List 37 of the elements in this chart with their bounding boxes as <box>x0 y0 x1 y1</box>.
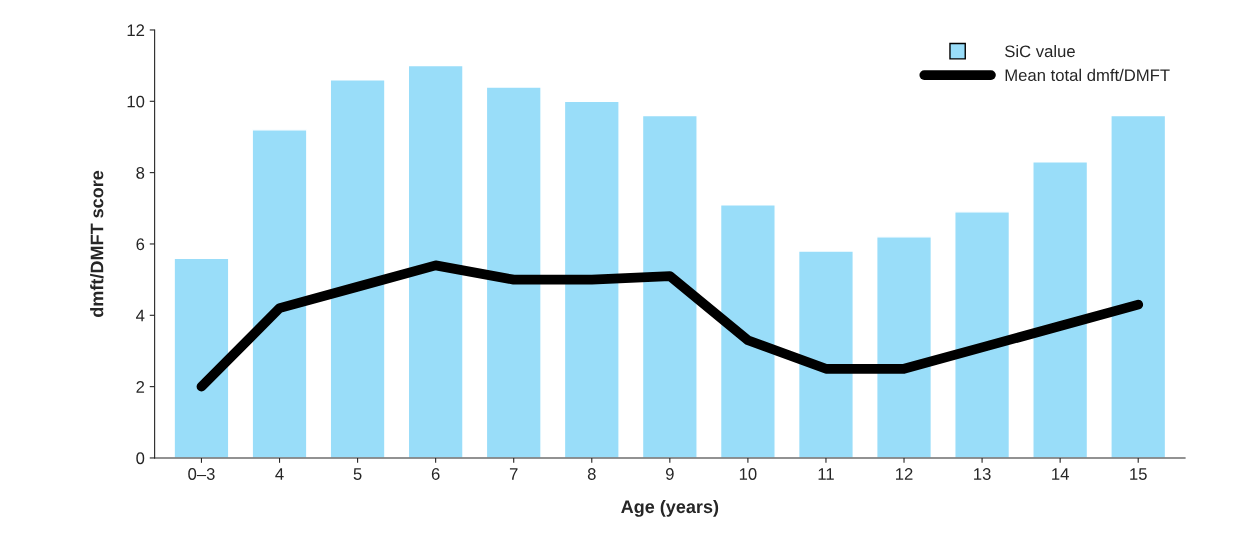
x-tick-label: 0–3 <box>188 468 215 480</box>
bar <box>719 204 776 458</box>
bar <box>954 211 1011 458</box>
x-tick-label: 6 <box>431 468 440 480</box>
bar <box>1110 114 1167 458</box>
bar <box>251 129 308 458</box>
bar <box>876 236 933 458</box>
y-tick-label: 6 <box>136 238 145 251</box>
bar <box>563 100 620 458</box>
x-tick-label: 15 <box>1130 468 1147 480</box>
legend-label: Mean total dmft/DMFT <box>1005 68 1170 82</box>
y-tick-label: 4 <box>136 309 145 322</box>
x-tick-label: 14 <box>1052 468 1069 480</box>
legend-label: SiC value <box>1005 44 1075 58</box>
x-tick-label: 11 <box>818 468 834 480</box>
bar <box>641 114 698 458</box>
x-tick-label: 10 <box>739 468 757 480</box>
y-tick-label: 12 <box>127 24 145 36</box>
bar <box>797 250 854 458</box>
x-tick-label: 8 <box>587 468 596 480</box>
x-tick-label: 9 <box>665 468 674 480</box>
bar <box>329 79 386 458</box>
x-tick-label: 13 <box>974 468 991 480</box>
y-axis-title: dmft/DMFT score <box>90 170 104 317</box>
y-tick-label: 0 <box>136 452 145 465</box>
x-tick-label: 12 <box>896 468 913 480</box>
y-tick-label: 2 <box>136 381 145 393</box>
bar <box>485 86 542 458</box>
x-tick-label: 4 <box>275 468 284 480</box>
bar <box>407 64 464 458</box>
y-tick-label: 10 <box>127 95 145 108</box>
x-axis-title: Age (years) <box>621 499 719 517</box>
bar <box>173 257 230 458</box>
y-tick-label: 8 <box>136 167 145 179</box>
bar <box>1032 161 1089 458</box>
x-tick-label: 7 <box>509 468 518 480</box>
x-tick-label: 5 <box>353 468 362 480</box>
